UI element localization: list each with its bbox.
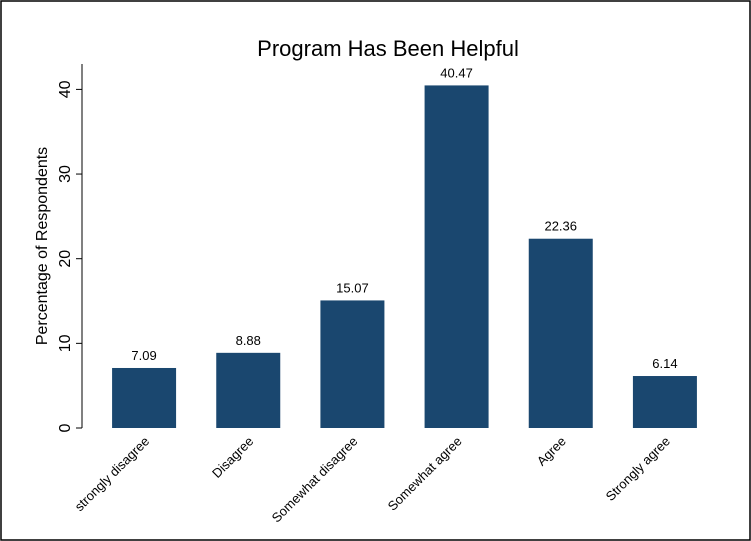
bar xyxy=(632,376,697,428)
value-label: 8.88 xyxy=(236,333,261,348)
value-label: 40.47 xyxy=(440,65,473,80)
bar xyxy=(424,85,489,428)
value-label: 6.14 xyxy=(652,356,677,371)
bar xyxy=(216,352,281,428)
value-label: 22.36 xyxy=(544,219,577,234)
chart-title: Program Has Been Helpful xyxy=(257,36,519,61)
y-tick-label: 20 xyxy=(57,250,74,268)
value-label: 15.07 xyxy=(336,280,369,295)
bar xyxy=(528,238,593,428)
bar xyxy=(320,300,385,428)
y-tick-label: 10 xyxy=(57,334,74,352)
y-tick-label: 30 xyxy=(57,165,74,183)
value-label: 7.09 xyxy=(131,348,156,363)
y-tick-label: 0 xyxy=(57,423,74,432)
y-axis-label: Percentage of Respondents xyxy=(34,147,51,345)
bar xyxy=(112,367,177,428)
y-tick-label: 40 xyxy=(57,80,74,98)
